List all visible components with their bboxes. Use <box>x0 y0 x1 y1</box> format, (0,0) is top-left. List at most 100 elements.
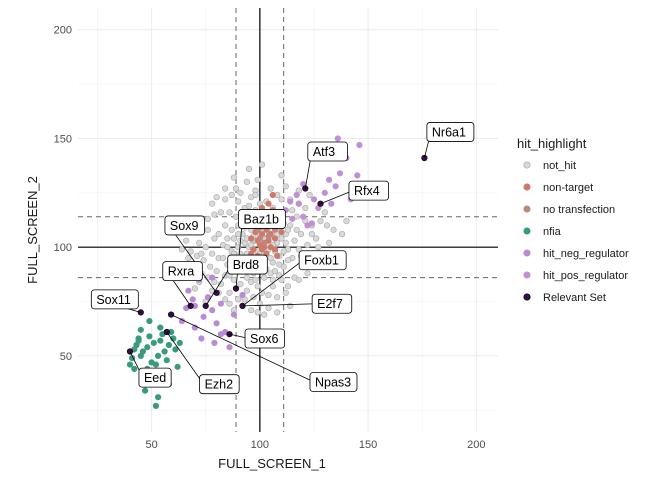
data-point <box>211 339 218 347</box>
data-point <box>284 257 292 264</box>
annotation-leader <box>170 314 315 383</box>
annotation-label: Sox9 <box>170 219 199 233</box>
annotation-label: Ezh2 <box>205 378 234 392</box>
legend-label: nfia <box>543 226 562 238</box>
legend-label: hit_neg_regulator <box>543 248 629 260</box>
annotation-box <box>244 328 286 349</box>
data-point <box>235 296 242 303</box>
data-point <box>198 335 205 342</box>
data-point <box>336 170 344 177</box>
x-tick-label: 200 <box>467 439 485 451</box>
series-hit-pos-regulator <box>282 135 365 229</box>
data-point <box>207 263 214 270</box>
data-point <box>217 331 224 338</box>
data-point <box>274 252 281 259</box>
data-point <box>172 346 179 353</box>
annotation-rfx4: Rfx4 <box>320 180 389 205</box>
data-point <box>295 276 302 283</box>
data-point <box>354 172 361 179</box>
annotation-label: Npas3 <box>315 375 351 389</box>
data-point <box>222 222 229 229</box>
data-point <box>265 200 272 207</box>
data-point <box>276 261 283 268</box>
annotation-label: Baz1b <box>244 212 279 226</box>
data-point <box>237 189 244 196</box>
legend-label: not_hit <box>543 160 576 172</box>
legend-swatch <box>523 227 531 235</box>
data-point <box>165 341 172 349</box>
annotation-box <box>348 180 389 201</box>
data-point <box>243 274 250 281</box>
x-tick-label: 150 <box>359 439 377 451</box>
data-point <box>235 231 242 238</box>
data-point <box>228 226 235 233</box>
data-point <box>252 276 259 283</box>
annotation-leader <box>242 259 304 307</box>
data-point <box>222 196 229 203</box>
data-point <box>254 283 261 290</box>
data-point <box>204 215 211 222</box>
data-point <box>226 331 233 338</box>
data-point <box>232 185 240 192</box>
data-point <box>267 185 274 192</box>
data-point <box>289 215 296 222</box>
data-point <box>217 300 224 307</box>
annotation-box <box>307 141 348 162</box>
data-point <box>343 218 350 225</box>
data-point <box>146 333 153 340</box>
data-point <box>289 207 296 214</box>
y-tick-label: 100 <box>54 242 72 254</box>
annotation-label: Sox11 <box>96 293 131 307</box>
annotation-label: Atf3 <box>313 145 335 159</box>
annotation-npas3: Npas3 <box>170 314 358 392</box>
data-point <box>304 270 311 277</box>
annotation-leader <box>235 218 243 289</box>
data-point <box>317 218 324 225</box>
data-point <box>276 272 283 279</box>
data-point <box>328 200 335 207</box>
data-point <box>230 174 237 181</box>
data-point <box>302 204 309 212</box>
data-point <box>323 222 331 229</box>
data-point <box>224 235 231 242</box>
data-point <box>202 244 209 251</box>
data-point <box>237 281 244 288</box>
annotation-box <box>90 289 139 310</box>
data-point <box>258 161 266 168</box>
data-point <box>155 394 162 401</box>
data-point <box>265 233 272 240</box>
data-point <box>310 196 318 203</box>
x-tick-label: 50 <box>145 439 157 451</box>
y-axis-title: FULL_SCREEN_2 <box>25 176 40 284</box>
data-point <box>185 287 192 294</box>
legend-title: hit_highlight <box>517 136 587 151</box>
data-point <box>209 200 216 207</box>
annotation-nr6a1: Nr6a1 <box>424 122 475 159</box>
data-point <box>321 209 328 216</box>
data-point <box>235 198 242 205</box>
data-point <box>155 352 162 360</box>
data-point <box>297 231 305 238</box>
data-point <box>226 289 233 296</box>
annotation-label: E2f7 <box>317 297 343 311</box>
data-point <box>187 302 194 310</box>
data-point <box>222 185 229 192</box>
y-tick-label: 150 <box>54 133 72 145</box>
data-point <box>293 226 300 233</box>
annotation-sox11: Sox11 <box>90 289 141 313</box>
annotation-box <box>138 367 172 388</box>
annotation-label: Foxb1 <box>304 254 339 268</box>
data-point <box>271 246 279 253</box>
annotation-box <box>426 122 475 142</box>
data-point <box>126 361 134 368</box>
x-tick-label: 100 <box>251 439 269 451</box>
legend-swatch <box>523 271 531 279</box>
data-point <box>213 320 220 327</box>
data-point <box>308 231 315 238</box>
data-point <box>291 237 298 244</box>
annotation-box <box>309 372 358 392</box>
legend-label: Relevant Set <box>543 292 606 304</box>
data-point <box>282 239 289 246</box>
annotation-box <box>164 215 205 236</box>
